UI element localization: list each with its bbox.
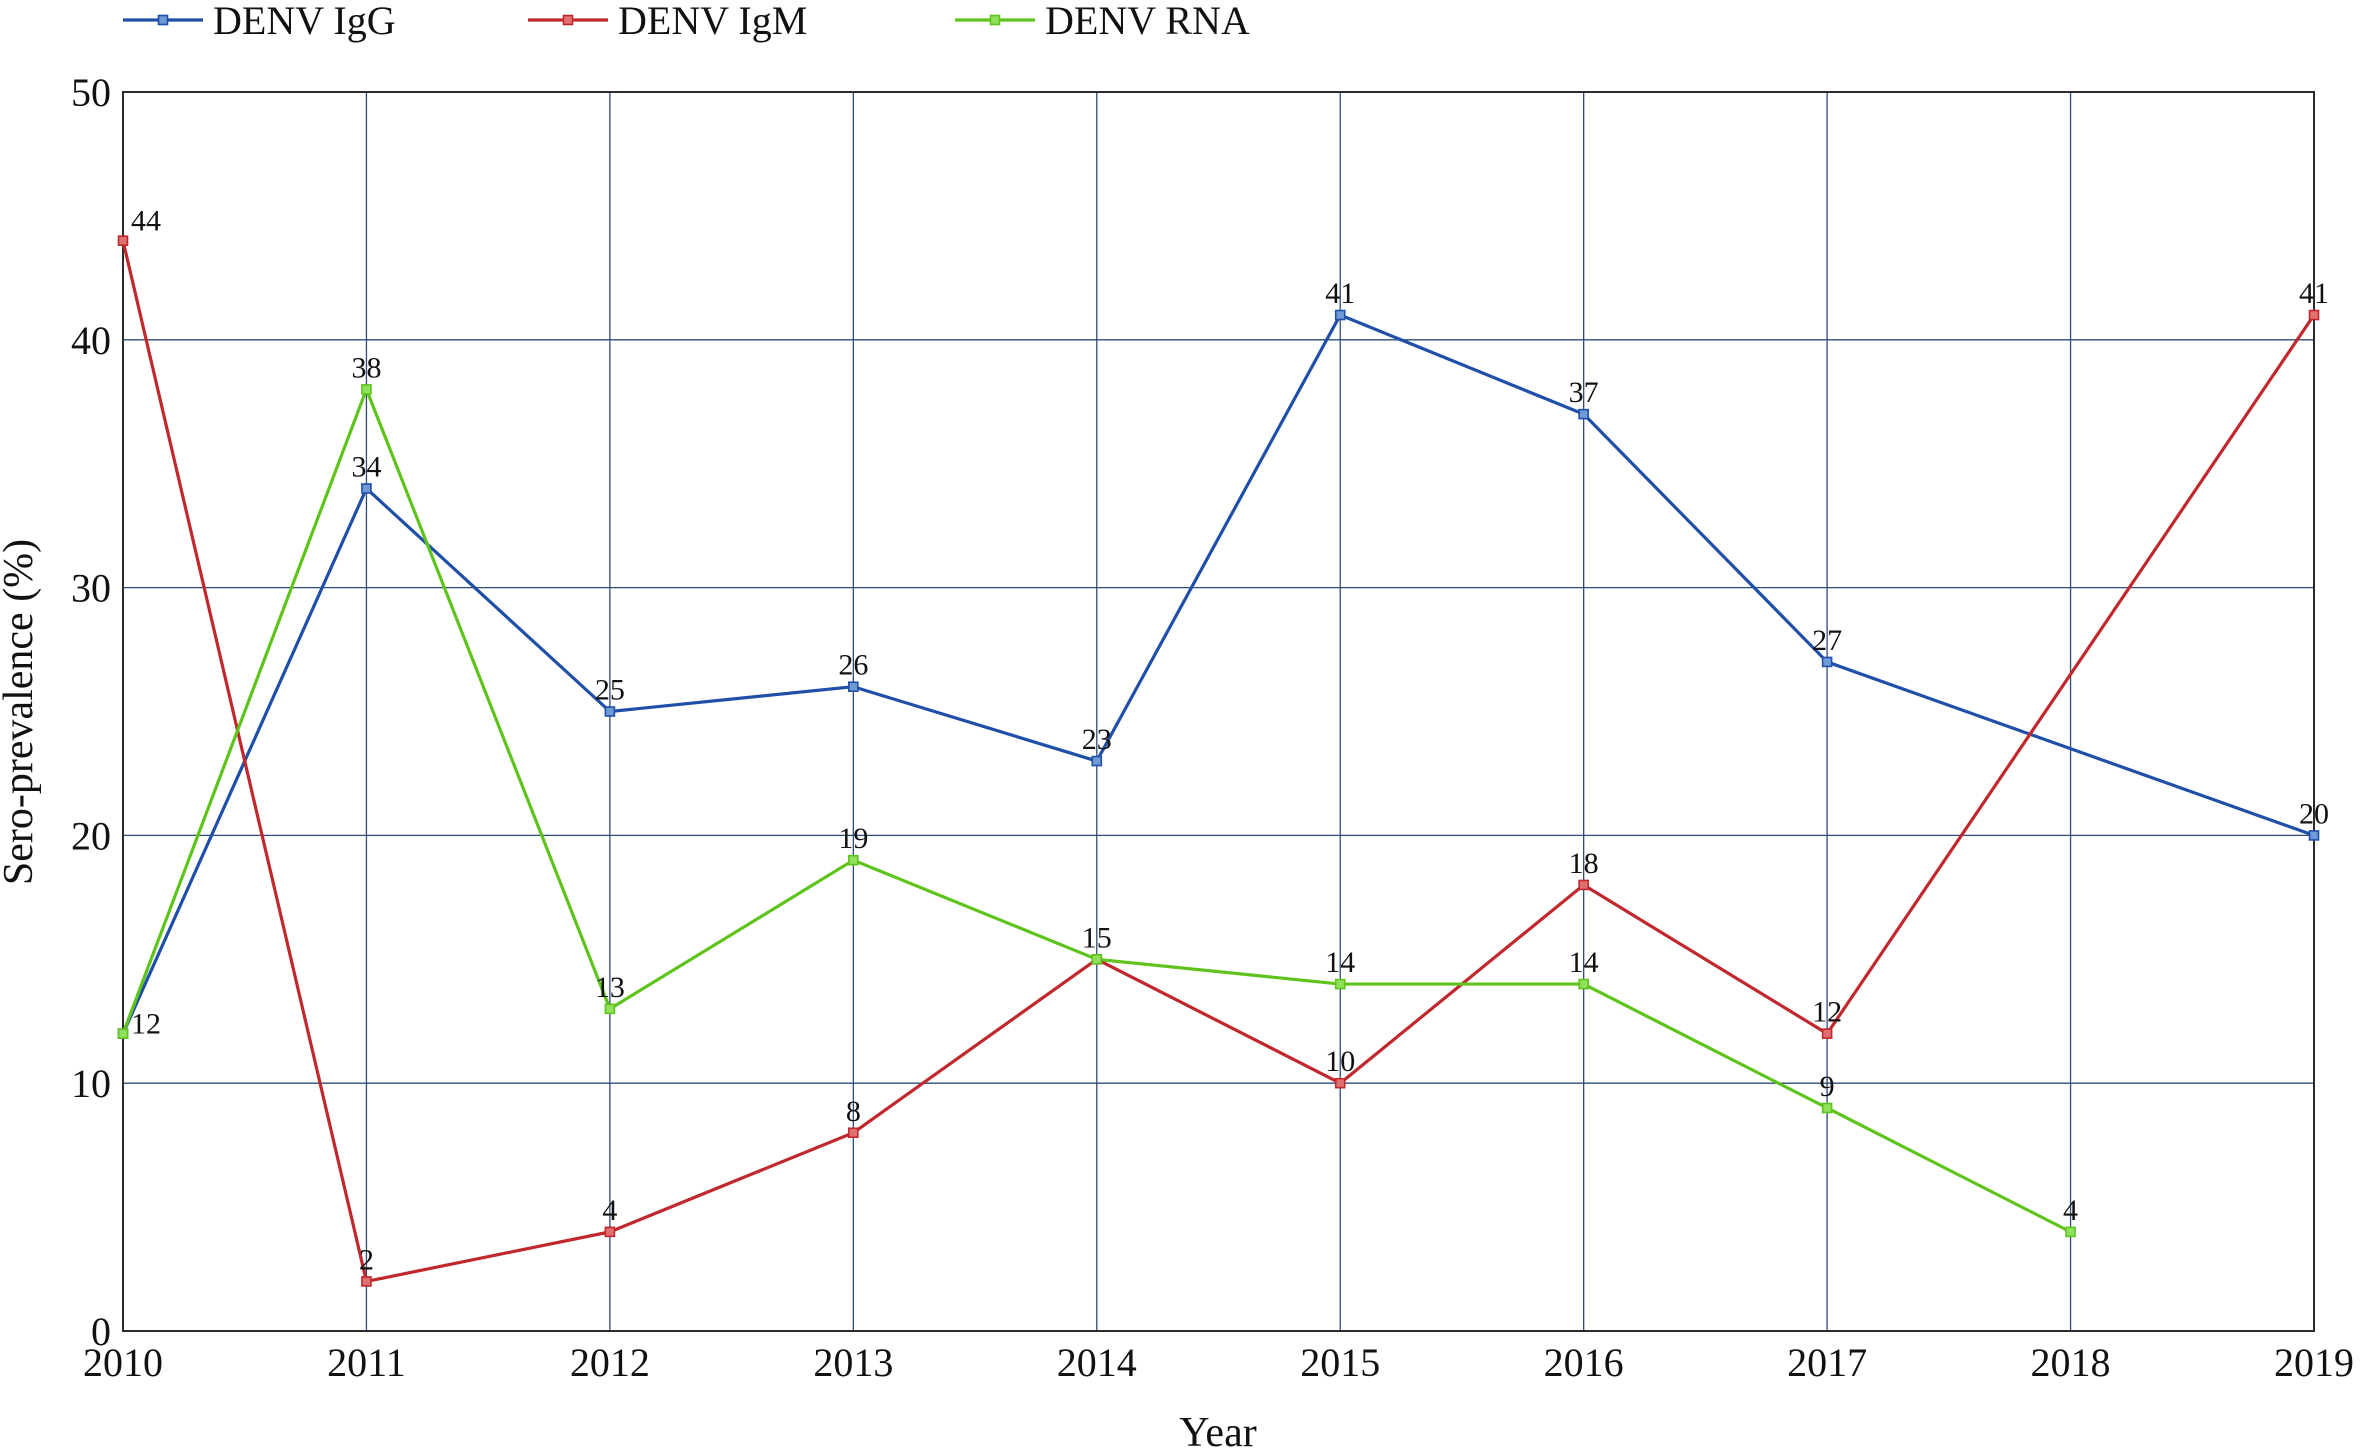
data-label-denv-igg-2019: 20 [2299, 797, 2329, 830]
data-point-denv-rna-2014 [1091, 953, 1103, 965]
data-label-denv-igm-2013: 8 [846, 1095, 861, 1128]
data-point-denv-rna-2015 [1334, 978, 1346, 990]
data-point-denv-igg-2017 [1821, 656, 1833, 668]
x-tick-label: 2017 [1787, 1340, 1867, 1385]
data-point-denv-rna-2012 [604, 1003, 616, 1015]
legend-marker-denv-rna [989, 14, 1001, 26]
x-tick-label: 2011 [327, 1340, 406, 1385]
y-axis-title: Sero-prevalence (%) [0, 539, 42, 885]
x-tick-label: 2016 [1544, 1340, 1624, 1385]
data-label-denv-rna-2013: 19 [838, 822, 868, 855]
data-label-denv-igm-2010: 44 [131, 205, 161, 238]
x-tick-label: 2019 [2274, 1340, 2354, 1385]
data-point-denv-igm-2013 [848, 1127, 859, 1139]
data-point-denv-rna-2018 [2065, 1226, 2076, 1238]
data-label-denv-igm-2015: 10 [1325, 1045, 1355, 1078]
data-label-denv-igm-2011: 2 [359, 1243, 374, 1276]
data-point-denv-igg-2015 [1334, 309, 1346, 321]
data-label-denv-igg-2017: 27 [1812, 624, 1842, 657]
data-label-denv-rna-2011: 38 [351, 351, 381, 384]
data-label-denv-igg-2012: 25 [595, 674, 625, 707]
data-point-denv-igg-2019 [2308, 830, 2320, 841]
data-point-denv-igg-2016 [1578, 408, 1589, 420]
x-axis-tick-labels: 2010 2011 2012 2013 2014 2015 2016 2017 2018 2019 [83, 1340, 2354, 1385]
x-tick-label: 2010 [83, 1340, 163, 1385]
legend: DENV IgG DENV IgM DENV RNA [123, 0, 1250, 43]
data-label-denv-igg-2014: 23 [1082, 723, 1112, 756]
data-point-denv-rna-2013 [848, 854, 859, 866]
y-tick-label: 20 [71, 813, 111, 858]
data-point-denv-igg-2012 [604, 706, 616, 717]
x-tick-label: 2012 [570, 1340, 650, 1385]
data-label-denv-igg-2011: 34 [351, 450, 381, 483]
data-label-denv-rna-2018: 4 [2063, 1194, 2078, 1227]
data-point-denv-igm-2012 [604, 1226, 616, 1238]
data-label-denv-igm-2014: 15 [1082, 921, 1112, 954]
data-point-denv-igm-2011 [361, 1276, 372, 1287]
data-label-denv-igm-2019: 41 [2299, 277, 2329, 310]
data-label-denv-rna-2015: 14 [1325, 946, 1355, 979]
data-point-denv-igg-2013 [848, 681, 859, 693]
data-point-denv-igg-2011 [361, 483, 372, 494]
y-tick-label: 50 [71, 70, 111, 115]
data-label-denv-rna-2017: 9 [1820, 1070, 1835, 1103]
data-label-denv-rna-2012: 13 [595, 971, 625, 1004]
series-markers [117, 235, 2320, 1287]
data-label-denv-rna-2016: 14 [1569, 946, 1599, 979]
data-point-denv-igm-2019 [2308, 309, 2320, 321]
y-tick-label: 30 [71, 566, 111, 611]
data-point-denv-igm-2017 [1821, 1028, 1833, 1039]
data-point-denv-rna-2016 [1578, 978, 1589, 990]
data-point-denv-rna-2017 [1821, 1102, 1833, 1114]
x-tick-label: 2014 [1057, 1340, 1137, 1385]
data-label-denv-igg-2015: 41 [1325, 277, 1355, 310]
data-point-denv-igg-2014 [1091, 755, 1103, 767]
data-labels: 12 34 25 26 23 41 37 27 20 44 2 4 8 15 10 18 12 41 38 13 19 1… [131, 205, 2329, 1277]
data-point-denv-igm-2010 [117, 235, 129, 246]
legend-label-denv-igg: DENV IgG [213, 0, 396, 43]
data-point-denv-igm-2016 [1578, 879, 1589, 891]
plot-area-border [122, 91, 2315, 1332]
data-point-denv-rna-2011 [361, 384, 372, 395]
x-tick-label: 2015 [1300, 1340, 1380, 1385]
x-tick-label: 2013 [813, 1340, 893, 1385]
x-tick-label: 2018 [2031, 1340, 2111, 1385]
legend-label-denv-rna: DENV RNA [1045, 0, 1250, 43]
data-point-denv-igm-2015 [1334, 1077, 1346, 1089]
y-tick-label: 40 [71, 318, 111, 363]
data-label-denv-igg-2013: 26 [838, 649, 868, 682]
legend-marker-denv-igg [157, 14, 169, 26]
y-axis-tick-labels: 0 10 20 30 40 50 [71, 70, 111, 1354]
data-label-denv-igg-2016: 37 [1569, 376, 1599, 409]
data-label-denv-igm-2016: 18 [1569, 847, 1599, 880]
data-label-denv-igm-2017: 12 [1812, 996, 1842, 1029]
y-tick-label: 0 [91, 1309, 111, 1354]
data-label-denv-igg-2010: 12 [131, 1008, 161, 1041]
data-label-denv-igm-2012: 4 [602, 1194, 617, 1227]
y-tick-label: 10 [71, 1061, 111, 1106]
legend-label-denv-igm: DENV IgM [618, 0, 807, 43]
x-axis-title: Year [1179, 1410, 1256, 1451]
data-point-denv-rna-2010 [117, 1028, 129, 1039]
legend-marker-denv-igm [562, 14, 574, 26]
